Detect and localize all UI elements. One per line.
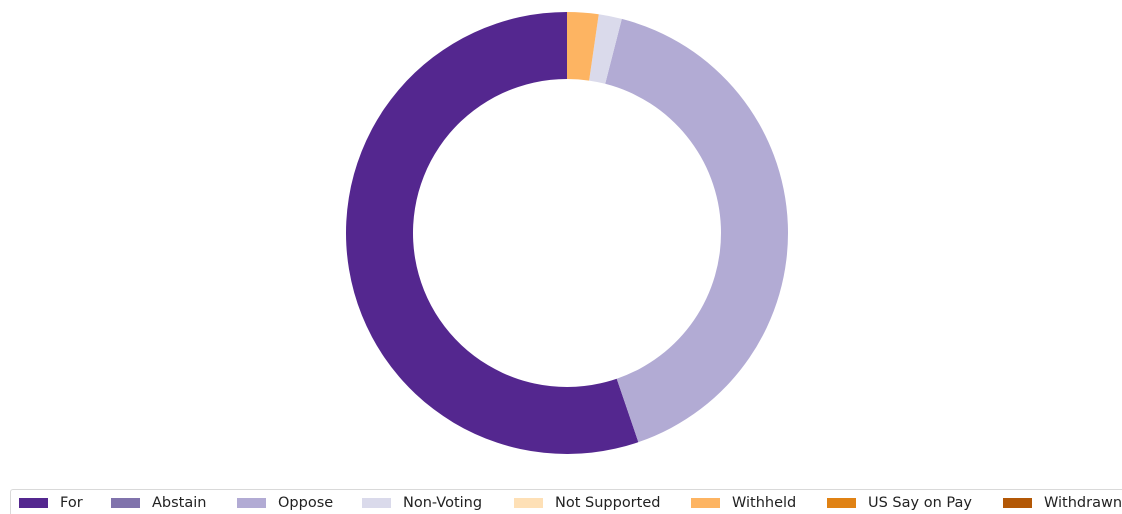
legend-label-oppose: Oppose: [278, 494, 334, 511]
legend-label-withdrawn: Withdrawn: [1044, 494, 1122, 511]
slice-for[interactable]: [346, 12, 639, 454]
legend-label-withheld: Withheld: [732, 494, 797, 511]
donut-chart: [346, 12, 789, 454]
legend-label-for: For: [60, 494, 83, 511]
legend-swatch-withdrawn: [1003, 497, 1032, 508]
legend-item-withdrawn[interactable]: Withdrawn: [1003, 495, 1122, 511]
slice-withheld[interactable]: [567, 12, 599, 81]
legend-swatch-oppose: [237, 497, 266, 508]
legend-label-not-supported: Not Supported: [555, 494, 661, 511]
legend-label-us-say-on-pay: US Say on Pay: [868, 494, 972, 511]
legend: For Abstain Oppose Non-Voting Not Suppor…: [10, 489, 1122, 514]
legend-swatch-us-say-on-pay: [827, 497, 856, 508]
legend-item-not-supported[interactable]: Not Supported: [514, 495, 691, 511]
chart-area: [346, 12, 789, 454]
legend-item-abstain[interactable]: Abstain: [111, 495, 237, 511]
slice-non-voting[interactable]: [589, 14, 622, 84]
legend-item-us-say-on-pay[interactable]: US Say on Pay: [827, 495, 1003, 511]
legend-swatch-non-voting: [362, 497, 391, 508]
legend-swatch-for: [19, 497, 48, 508]
legend-item-non-voting[interactable]: Non-Voting: [362, 495, 514, 511]
legend-swatch-withheld: [691, 497, 720, 508]
legend-swatch-not-supported: [514, 497, 543, 508]
legend-item-withheld[interactable]: Withheld: [691, 495, 827, 511]
legend-item-oppose[interactable]: Oppose: [237, 495, 362, 511]
legend-item-for[interactable]: For: [19, 495, 111, 511]
slice-oppose[interactable]: [605, 18, 789, 443]
legend-label-non-voting: Non-Voting: [403, 494, 483, 511]
legend-label-abstain: Abstain: [152, 494, 207, 511]
legend-swatch-abstain: [111, 497, 140, 508]
